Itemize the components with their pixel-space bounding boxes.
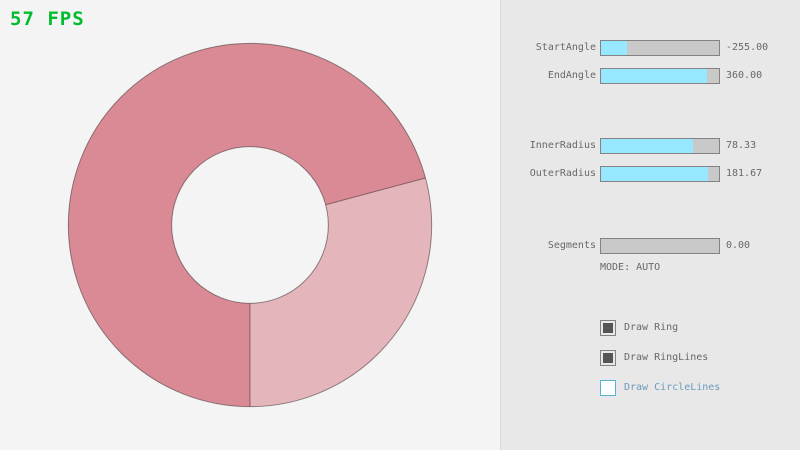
ring-overlap-sector bbox=[250, 177, 432, 407]
slider-row-innerradius: InnerRadius 78.33 bbox=[500, 138, 800, 154]
startangle-slider[interactable] bbox=[600, 40, 720, 56]
panel-divider bbox=[500, 0, 501, 450]
innerradius-slider[interactable] bbox=[600, 138, 720, 154]
outerradius-slider[interactable] bbox=[600, 166, 720, 182]
controls-panel: StartAngle -255.00 EndAngle 360.00 Inner… bbox=[500, 0, 800, 450]
outerradius-slider-fill bbox=[601, 167, 709, 181]
draw-ringlines-checkbox[interactable] bbox=[600, 350, 616, 366]
draw-ring-checkbox[interactable] bbox=[600, 320, 616, 336]
slider-row-startangle: StartAngle -255.00 bbox=[500, 40, 800, 56]
outerradius-value: 181.67 bbox=[726, 168, 763, 179]
innerradius-slider-fill bbox=[601, 139, 694, 153]
checkbox-row-draw-ring: Draw Ring bbox=[500, 320, 800, 336]
slider-row-segments: Segments 0.00 bbox=[500, 238, 800, 254]
draw-ringlines-label: Draw RingLines bbox=[624, 352, 709, 363]
checkmark-icon bbox=[603, 323, 613, 333]
innerradius-label: InnerRadius bbox=[529, 140, 596, 151]
endangle-label: EndAngle bbox=[547, 70, 596, 81]
fps-counter: 57 FPS bbox=[10, 8, 85, 30]
endangle-slider[interactable] bbox=[600, 68, 720, 84]
ring-canvas bbox=[67, 42, 433, 408]
checkmark-icon bbox=[603, 353, 613, 363]
segments-slider[interactable] bbox=[600, 238, 720, 254]
slider-row-endangle: EndAngle 360.00 bbox=[500, 68, 800, 84]
checkbox-row-draw-ringlines: Draw RingLines bbox=[500, 350, 800, 366]
segments-label: Segments bbox=[547, 240, 596, 251]
checkbox-row-draw-circlelines: Draw CircleLines bbox=[500, 380, 800, 396]
draw-circlelines-checkbox[interactable] bbox=[600, 380, 616, 396]
segments-mode-label: MODE: AUTO bbox=[600, 262, 661, 273]
draw-ring-label: Draw Ring bbox=[624, 322, 679, 333]
startangle-slider-fill bbox=[601, 41, 627, 55]
endangle-slider-fill bbox=[601, 69, 708, 83]
startangle-label: StartAngle bbox=[535, 42, 596, 53]
segments-value: 0.00 bbox=[726, 240, 751, 251]
ring-outline-inner bbox=[171, 146, 329, 304]
startangle-value: -255.00 bbox=[726, 42, 769, 53]
draw-circlelines-label: Draw CircleLines bbox=[624, 382, 721, 393]
ring-cap-line-start bbox=[325, 177, 426, 206]
innerradius-value: 78.33 bbox=[726, 140, 757, 151]
ring-outline-outer bbox=[67, 42, 433, 408]
outerradius-label: OuterRadius bbox=[529, 168, 596, 179]
endangle-value: 360.00 bbox=[726, 70, 763, 81]
slider-row-outerradius: OuterRadius 181.67 bbox=[500, 166, 800, 182]
